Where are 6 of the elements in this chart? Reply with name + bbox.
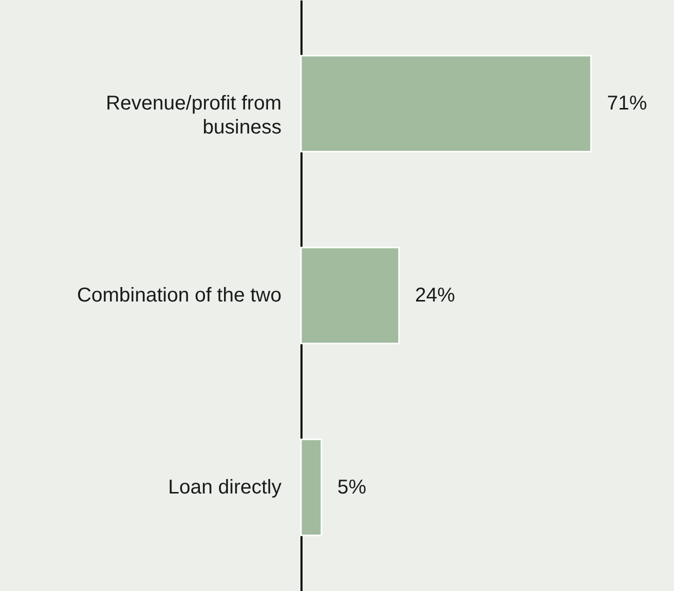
- data-label: 24%: [415, 284, 456, 306]
- data-label: 5%: [337, 476, 367, 498]
- y-tick-label: Loan directly: [168, 476, 282, 498]
- y-tick-label: Revenue/profit from business: [106, 92, 282, 139]
- y-tick-label: Combination of the two: [76, 284, 282, 306]
- data-label: 71%: [607, 92, 648, 115]
